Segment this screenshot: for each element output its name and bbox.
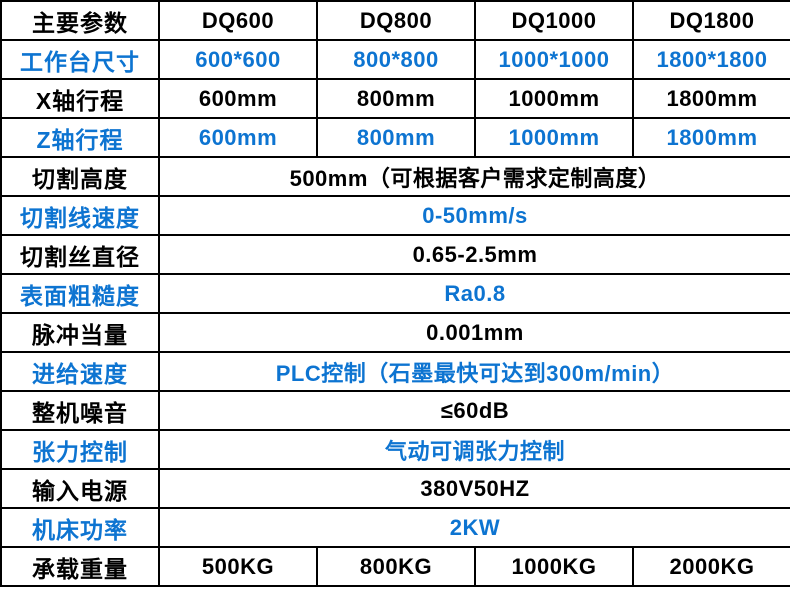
param-label: 切割丝直径	[0, 234, 160, 275]
table-row-z-axis-travel: Z轴行程 600mm 800mm 1000mm 1800mm	[0, 117, 790, 158]
param-label: 表面粗糙度	[0, 273, 160, 314]
value-cell: 500KG	[158, 546, 318, 587]
value-cell: 1000mm	[474, 78, 634, 119]
value-cell: DQ1000	[474, 0, 634, 41]
table-row-wire-diameter: 切割丝直径 0.65-2.5mm	[0, 234, 790, 275]
table-row-x-axis-travel: X轴行程 600mm 800mm 1000mm 1800mm	[0, 78, 790, 119]
param-label: 进给速度	[0, 351, 160, 392]
param-label: 承载重量	[0, 546, 160, 587]
table-row-feed-speed: 进给速度 PLC控制（石墨最快可达到300m/min）	[0, 351, 790, 392]
table-row-surface-roughness: 表面粗糙度 Ra0.8	[0, 273, 790, 314]
value-cell: 600*600	[158, 39, 318, 80]
table-row-machine-noise: 整机噪音 ≤60dB	[0, 390, 790, 431]
value-cell: 600mm	[158, 78, 318, 119]
param-label: 切割线速度	[0, 195, 160, 236]
value-cell: 1800mm	[632, 78, 790, 119]
value-cell: 600mm	[158, 117, 318, 158]
param-label: 机床功率	[0, 507, 160, 548]
value-cell: 800*800	[316, 39, 476, 80]
param-label: 切割高度	[0, 156, 160, 197]
value-cell-span: Ra0.8	[158, 273, 790, 314]
value-cell: 800mm	[316, 117, 476, 158]
value-cell-span: 500mm（可根据客户需求定制高度）	[158, 156, 790, 197]
table-row-cutting-height: 切割高度 500mm（可根据客户需求定制高度）	[0, 156, 790, 197]
param-label: 脉冲当量	[0, 312, 160, 353]
value-cell-span: 380V50HZ	[158, 468, 790, 509]
value-cell-span: PLC控制（石墨最快可达到300m/min）	[158, 351, 790, 392]
param-label: 输入电源	[0, 468, 160, 509]
value-cell-span: 0-50mm/s	[158, 195, 790, 236]
param-label: Z轴行程	[0, 117, 160, 158]
table-row-worktable-size: 工作台尺寸 600*600 800*800 1000*1000 1800*180…	[0, 39, 790, 80]
param-label: 张力控制	[0, 429, 160, 470]
value-cell: 800mm	[316, 78, 476, 119]
value-cell: 1000*1000	[474, 39, 634, 80]
value-cell: DQ1800	[632, 0, 790, 41]
param-label: X轴行程	[0, 78, 160, 119]
param-label: 主要参数	[0, 0, 160, 41]
value-cell: 2000KG	[632, 546, 790, 587]
param-label: 整机噪音	[0, 390, 160, 431]
param-label: 工作台尺寸	[0, 39, 160, 80]
table-row-load-capacity: 承载重量 500KG 800KG 1000KG 2000KG	[0, 546, 790, 587]
value-cell: 1000mm	[474, 117, 634, 158]
value-cell: 1800*1800	[632, 39, 790, 80]
table-row-main-params: 主要参数 DQ600 DQ800 DQ1000 DQ1800	[0, 0, 790, 41]
value-cell: 1000KG	[474, 546, 634, 587]
table-row-input-power: 输入电源 380V50HZ	[0, 468, 790, 509]
table-row-cutting-line-speed: 切割线速度 0-50mm/s	[0, 195, 790, 236]
value-cell: DQ600	[158, 0, 318, 41]
value-cell: DQ800	[316, 0, 476, 41]
table-row-machine-power: 机床功率 2KW	[0, 507, 790, 548]
value-cell: 800KG	[316, 546, 476, 587]
value-cell: 1800mm	[632, 117, 790, 158]
table-row-tension-control: 张力控制 气动可调张力控制	[0, 429, 790, 470]
value-cell-span: 2KW	[158, 507, 790, 548]
value-cell-span: 0.65-2.5mm	[158, 234, 790, 275]
value-cell-span: 0.001mm	[158, 312, 790, 353]
table-row-pulse-equivalent: 脉冲当量 0.001mm	[0, 312, 790, 353]
value-cell-span: ≤60dB	[158, 390, 790, 431]
value-cell-span: 气动可调张力控制	[158, 429, 790, 470]
